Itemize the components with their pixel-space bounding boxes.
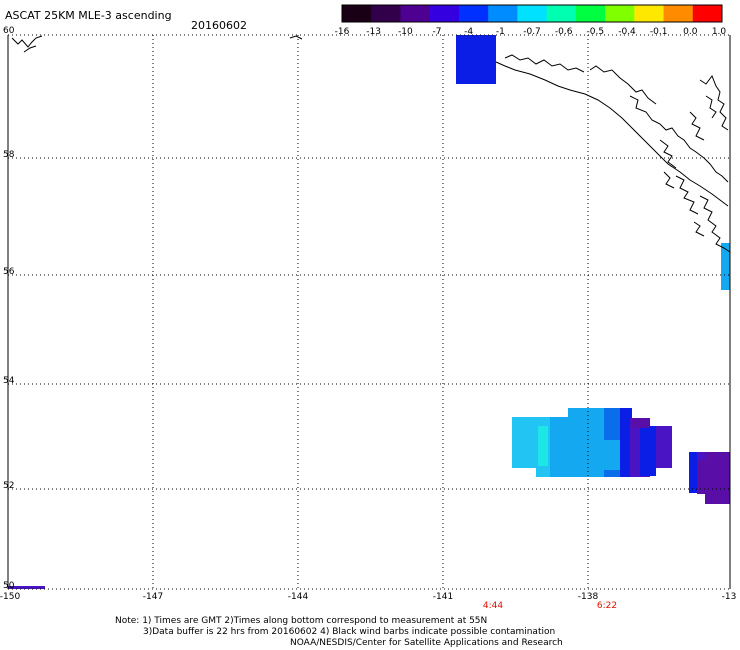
pass-time-1: 4:44: [482, 601, 504, 611]
swath-cell: [721, 243, 730, 290]
swath-cell: [456, 35, 496, 84]
note-line-3: NOAA/NESDIS/Center for Satellite Applica…: [290, 638, 563, 648]
colorbar-tick-label: -0.5: [586, 27, 605, 37]
colorbar-tick-label: -0.1: [649, 27, 668, 37]
colorbar-tick-label: -0.6: [554, 27, 573, 37]
colorbar-swatch: [342, 5, 372, 22]
colorbar-swatch: [634, 5, 665, 22]
colorbar-tick-label: -13: [366, 27, 382, 37]
colorbar-tick-label: 1.0: [711, 27, 727, 37]
data-swaths: [8, 35, 730, 589]
colorbar-tick-label: -0.4: [618, 27, 636, 37]
swath-cell: [8, 586, 45, 589]
colorbar-swatch: [429, 5, 460, 22]
colorbar-swatch: [663, 5, 694, 22]
lat-label-54: 54: [3, 376, 15, 386]
swath-cell: [705, 480, 730, 504]
note-line-1: Note: 1) Times are GMT 2)Times along bot…: [115, 616, 488, 626]
colorbar-swatch: [371, 5, 401, 22]
lon-label-147: -147: [142, 592, 164, 602]
colorbar-swatch: [400, 5, 431, 22]
swath-cell: [620, 408, 632, 477]
swath-cell: [604, 440, 620, 470]
colorbar-swatch: [605, 5, 635, 22]
colorbar-border: [341, 4, 723, 23]
coastline: [11, 35, 731, 253]
lat-label-52: 52: [3, 481, 15, 491]
colorbar-swatch: [692, 5, 723, 22]
colorbar-tick-label: -1: [495, 27, 505, 37]
lat-lon-grid: [8, 34, 730, 590]
colorbar-tick-label: -0.7: [523, 27, 541, 37]
lon-label-150: -150: [0, 592, 21, 602]
colorbar-swatch: [575, 5, 606, 22]
swath-cell: [550, 417, 570, 477]
lon-label-138: -138: [577, 592, 599, 602]
map-frame: [7, 35, 731, 589]
colorbar-swatch: [488, 5, 518, 22]
colorbar-tick-label: -16: [334, 27, 350, 37]
swath-cell: [512, 417, 538, 468]
colorbar-swatch: [458, 5, 489, 22]
lat-label-56: 56: [3, 267, 15, 277]
lat-label-60: 60: [3, 26, 15, 36]
colorbar-tick-label: 0.0: [683, 27, 698, 37]
swath-cell: [656, 426, 672, 468]
colorbar-tick-label: -10: [397, 27, 413, 37]
pass-time-2: 6:22: [596, 601, 618, 611]
colorbar: [341, 4, 723, 23]
colorbar-swatch: [517, 5, 548, 22]
lat-label-58: 58: [3, 150, 15, 160]
swath-cell: [538, 426, 548, 466]
note-line-2: 3)Data buffer is 22 hrs from 20160602 4)…: [143, 627, 556, 637]
colorbar-swatch: [546, 5, 577, 22]
swath-cell: [632, 418, 650, 428]
map-date: 20160602: [191, 19, 247, 32]
swath-cell: [568, 408, 586, 477]
lon-label-141: -141: [432, 592, 454, 602]
lon-label-144: -144: [287, 592, 309, 602]
swath-cell: [586, 408, 604, 477]
lon-label-135: -13: [721, 592, 737, 602]
swath-cell: [697, 452, 705, 460]
lat-label-50: 50: [3, 581, 15, 591]
colorbar-tick-label: -4: [464, 27, 474, 37]
colorbar-tick-label: -7: [432, 27, 442, 37]
map-title: ASCAT 25KM MLE-3 ascending: [5, 9, 172, 22]
